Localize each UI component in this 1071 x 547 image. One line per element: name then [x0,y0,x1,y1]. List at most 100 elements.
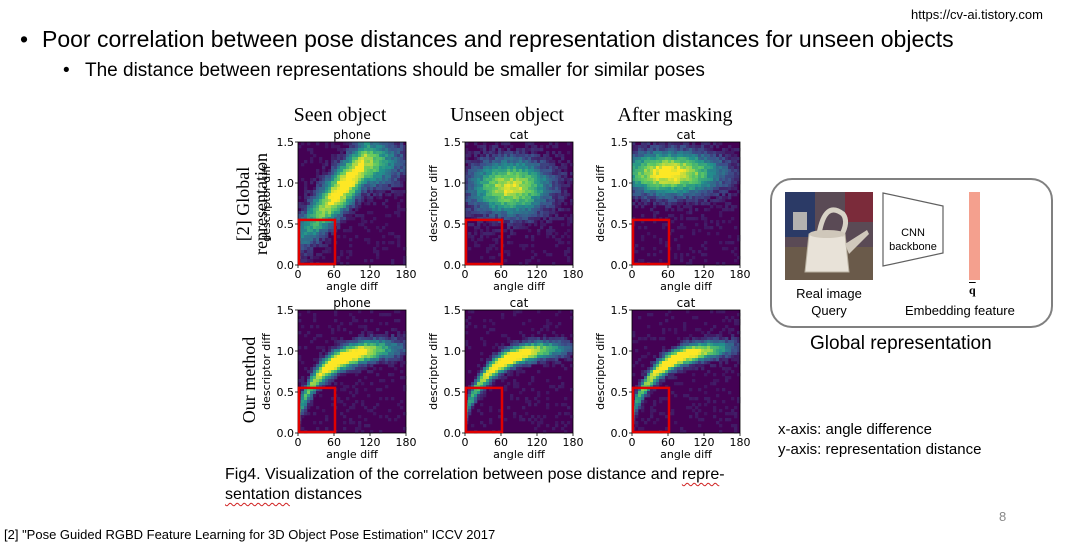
heatmap-cell [340,172,344,176]
heatmap-cell [304,391,308,395]
heatmap-cell [650,145,654,149]
heatmap-cell [537,259,541,263]
heatmap-cell [373,148,377,152]
heatmap-cell [340,211,344,215]
heatmap-cell [483,160,487,164]
heatmap-cell [686,160,690,164]
heatmap-cell [653,205,657,209]
heatmap-cell [674,166,678,170]
heatmap-cell [683,349,687,353]
heatmap-cell [543,172,547,176]
heatmap-cell [382,355,386,359]
heatmap-cell [325,244,329,248]
heatmap-cell [704,163,708,167]
heatmap-cell [704,385,708,389]
heatmap-cell [498,364,502,368]
heatmap-cell [701,154,705,158]
heatmap-cell [343,160,347,164]
heatmap-cell [671,148,675,152]
heatmap-cell [352,142,356,146]
heatmap-cell [507,361,511,365]
heatmap-cell [513,367,517,371]
heatmap-cell [310,178,314,182]
heatmap-cell [543,193,547,197]
heatmap-cell [704,334,708,338]
heatmap-cell [507,406,511,410]
heatmap-cell [725,184,729,188]
heatmap-cell [322,361,326,365]
heatmap-cell [725,202,729,206]
heatmap-cell [397,154,401,158]
heatmap-cell [346,385,350,389]
heatmap-cell [337,169,341,173]
heatmap-cell [543,211,547,215]
heatmap-cell [555,166,559,170]
heatmap-cell [549,196,553,200]
heatmap-cell [665,313,669,317]
heatmap-cell [379,361,383,365]
heatmap-cell [525,340,529,344]
heatmap-cell [564,355,568,359]
heatmap-cell [400,163,404,167]
heatmap-cell [546,325,550,329]
heatmap-cell [525,172,529,176]
heatmap-cell [677,181,681,185]
heatmap-cell [710,178,714,182]
heatmap-cell [540,358,544,362]
heatmap-cell [680,349,684,353]
heatmap-cell [400,199,404,203]
cnn-backbone-shape [882,192,944,267]
heatmap-cell [689,343,693,347]
heatmap-cell [358,187,362,191]
heatmap-cell [558,322,562,326]
heatmap-cell [486,373,490,377]
heatmap-cell [692,199,696,203]
heatmap-cell [340,346,344,350]
heatmap-cell [477,220,481,224]
heatmap-cell [504,181,508,185]
heatmap-cell [731,175,735,179]
heatmap-cell [346,370,350,374]
heatmap-cell [701,145,705,149]
heatmap-cell [504,418,508,422]
heatmap-cell [370,352,374,356]
heatmap-cell [719,187,723,191]
heatmap-cell [325,352,329,356]
heatmap-cell [349,229,353,233]
heatmap-cell [483,190,487,194]
heatmap-cell [713,343,717,347]
heatmap-cell [468,247,472,251]
heatmap-cell [561,157,565,161]
heatmap-cell [683,169,687,173]
heatmap-cell [510,196,514,200]
heatmap-cell [385,181,389,185]
heatmap-cell [489,418,493,422]
heatmap-cell [519,205,523,209]
heatmap-cell [653,217,657,221]
heatmap-cell [468,154,472,158]
heatmap-cell [701,361,705,365]
heatmap-cell [361,160,365,164]
heatmap-cell [644,388,648,392]
heatmap-cell [635,193,639,197]
heatmap-cell [531,169,535,173]
heatmap-cell [653,193,657,197]
heatmap-cell [501,349,505,353]
heatmap-cell [480,421,484,425]
heatmap-cell [513,151,517,155]
heatmap-cell [555,343,559,347]
heatmap-cell [519,370,523,374]
heatmap-cell [567,160,571,164]
heatmap-cell [340,184,344,188]
heatmap-cell [474,214,478,218]
heatmap-cell [561,334,565,338]
heatmap-cell [382,346,386,350]
heatmap-cell [477,190,481,194]
heatmap-cell [665,217,669,221]
heatmap-cell [558,208,562,212]
heatmap-cell [364,358,368,362]
heatmap-cell [728,340,732,344]
heatmap-cell [650,169,654,173]
heatmap-cell [397,211,401,215]
heatmap-cell [677,160,681,164]
